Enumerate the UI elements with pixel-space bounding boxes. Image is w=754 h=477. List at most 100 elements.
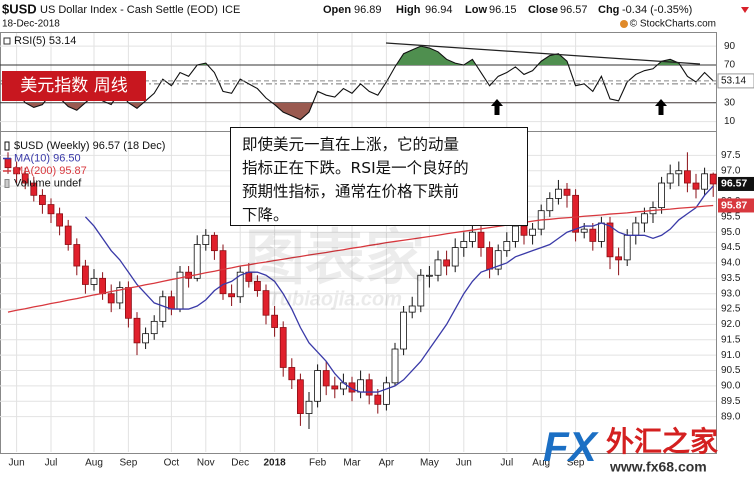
candle-body	[598, 222, 605, 242]
candle-body	[486, 247, 494, 270]
chg-label: Chg	[598, 4, 619, 16]
candle-body	[529, 228, 536, 236]
candle-body	[47, 204, 55, 215]
overlay-label-box	[2, 71, 146, 101]
y-tick-label: 92.0	[721, 319, 741, 330]
candle-body	[150, 320, 158, 335]
candle-body	[202, 234, 210, 245]
x-tick-label: Jun	[456, 458, 472, 469]
candle-body	[30, 182, 38, 196]
x-tick-label: Jul	[500, 458, 513, 469]
credit-icon	[620, 20, 628, 28]
legend-entry: RSI(5) 53.14	[14, 35, 76, 47]
exchange: ICE	[222, 4, 240, 16]
candle-body	[400, 311, 408, 350]
candle-body	[632, 222, 640, 236]
y-tick-label: 90.0	[721, 381, 741, 392]
candle-body	[408, 305, 416, 313]
x-tick-label: Aug	[532, 458, 550, 469]
candle-body	[116, 287, 124, 304]
candle-body	[658, 182, 665, 209]
watermark: 图表家	[245, 224, 425, 294]
last-value-box	[718, 176, 754, 191]
x-tick-label: Feb	[309, 458, 327, 469]
candle-body	[56, 213, 63, 227]
symbol: $USD	[2, 1, 37, 16]
x-tick-label: 2018	[263, 458, 286, 469]
y-tick-label: 94.0	[721, 258, 741, 269]
legend-entry: Volume undef	[14, 177, 82, 189]
watermark-sub: Tubiaojia.com	[268, 288, 402, 310]
y-tick-label: 90	[724, 41, 736, 52]
candle-body	[451, 247, 459, 267]
candle-body	[666, 173, 674, 184]
y-tick-label: 95.5	[721, 211, 741, 222]
candle-body	[468, 231, 476, 242]
candle-body	[701, 173, 708, 190]
y-tick-label: 30	[724, 97, 736, 108]
candle-body	[288, 367, 296, 381]
logo-fx: FX	[543, 423, 600, 470]
legend-swatch	[3, 37, 11, 45]
arrow	[655, 99, 667, 115]
candle-body	[107, 293, 115, 304]
candle-body	[99, 277, 106, 295]
y-tick-label: 89.0	[721, 411, 741, 422]
x-tick-label: Jul	[45, 458, 58, 469]
candle-body	[580, 228, 588, 233]
close-label: Close	[528, 4, 558, 16]
candle-body	[39, 194, 46, 205]
high-label: High	[396, 4, 421, 16]
low-value: 96.15	[489, 4, 517, 16]
low-label: Low	[465, 4, 487, 16]
candle-body	[589, 228, 597, 242]
candle-body	[90, 277, 98, 285]
y-tick-label: 89.5	[721, 396, 741, 407]
candle-body	[675, 170, 683, 175]
last-value-box	[717, 73, 754, 89]
candle-body	[512, 225, 519, 242]
candle-body	[193, 244, 201, 279]
annotation-box	[230, 127, 528, 226]
candle-body	[210, 234, 218, 252]
legend-swatch	[4, 141, 10, 151]
candle-body	[82, 265, 89, 285]
candle-body	[13, 167, 21, 175]
candle-body	[228, 293, 236, 298]
candle-body	[641, 213, 648, 224]
candle-body	[417, 274, 425, 307]
candle-body	[64, 225, 72, 245]
candle-body	[494, 250, 502, 270]
candle-body	[434, 259, 442, 276]
candle-body	[314, 370, 322, 402]
candle-body	[615, 256, 622, 261]
overlay-label: 美元指数 周线	[20, 76, 127, 96]
candle-body	[391, 348, 399, 384]
candle-body	[374, 394, 382, 405]
y-tick-label: 97.0	[721, 165, 741, 176]
y-tick-label: 91.0	[721, 350, 741, 361]
candle-body	[305, 400, 313, 414]
high-value: 96.94	[425, 4, 453, 16]
x-tick-label: Aug	[85, 458, 103, 469]
credit: © StockCharts.com	[630, 19, 716, 30]
candle-body	[477, 231, 485, 248]
candle-body	[262, 290, 270, 316]
candle-body	[357, 379, 365, 393]
y-tick-label: 95.0	[721, 227, 741, 238]
open-label: Open	[323, 4, 351, 16]
x-tick-label: Apr	[379, 458, 395, 469]
logo-url: www.fx68.com	[609, 459, 707, 475]
candle-body	[382, 382, 390, 405]
candle-body	[460, 241, 468, 248]
annotation-line: 指标正在下跌。RSI是一个良好的	[242, 159, 469, 177]
annotation: 即使美元一直在上涨，它的动量指标正在下跌。RSI是一个良好的预期性指标，通常在价…	[242, 136, 469, 225]
y-tick-label: 91.5	[721, 334, 741, 345]
mark-layer: $USD (Weekly) 96.57 (18 Dec)MA(10) 96.50…	[0, 35, 754, 429]
candle-body	[443, 259, 451, 267]
candle-body	[4, 158, 12, 169]
x-tick-label: May	[420, 458, 439, 469]
last-value-box	[718, 198, 754, 213]
x-tick-label: Nov	[197, 458, 215, 469]
